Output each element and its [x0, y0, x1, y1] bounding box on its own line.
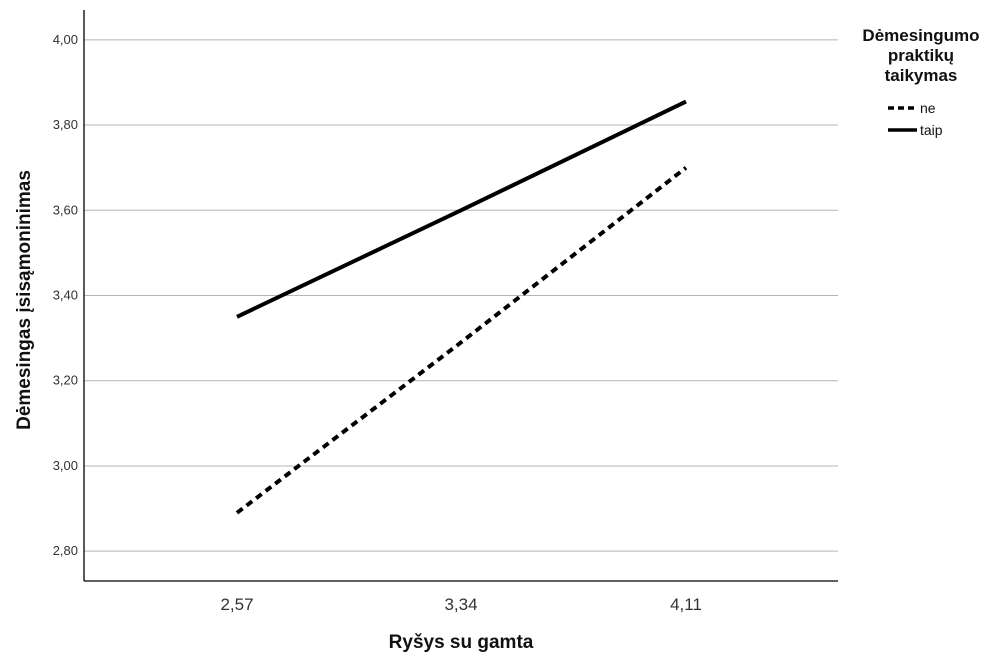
legend-label-ne: ne — [920, 100, 936, 116]
y-tick-labels: 2,80 3,00 3,20 3,40 3,60 3,80 4,00 — [53, 32, 78, 558]
legend: Dėmesingumo praktikų taikymas ne taip — [862, 26, 979, 138]
x-tick-label: 2,57 — [220, 595, 253, 614]
y-axis-title: Dėmesingas įsisąmoninimas — [14, 170, 35, 430]
grid-lines — [84, 39, 838, 552]
x-tick-label: 3,34 — [444, 595, 477, 614]
axes — [83, 10, 838, 582]
legend-title-line-1: Dėmesingumo — [862, 26, 979, 45]
y-tick-label: 3,80 — [53, 117, 78, 132]
y-tick-label: 3,40 — [53, 288, 78, 303]
y-tick-label: 3,00 — [53, 458, 78, 473]
series-line-ne — [235, 166, 688, 515]
x-tick-labels: 2,57 3,34 4,11 — [220, 595, 701, 614]
legend-title-line-3: taikymas — [885, 66, 958, 85]
y-tick-label: 4,00 — [53, 32, 78, 47]
legend-items: ne taip — [888, 100, 943, 138]
y-tick-label: 2,80 — [53, 543, 78, 558]
legend-title-line-2: praktikų — [888, 46, 954, 65]
legend-label-taip: taip — [920, 122, 943, 138]
x-axis-title: Ryšys su gamta — [389, 632, 534, 653]
series-line-taip — [236, 99, 687, 319]
y-tick-label: 3,60 — [53, 202, 78, 217]
series-lines — [235, 99, 688, 515]
y-tick-label: 3,20 — [53, 373, 78, 388]
x-tick-label: 4,11 — [670, 595, 702, 614]
